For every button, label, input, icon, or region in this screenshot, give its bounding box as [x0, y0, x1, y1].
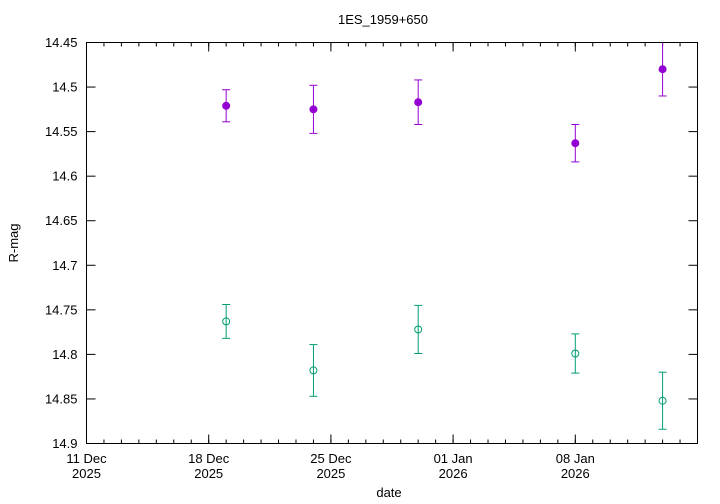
data-point: [222, 317, 231, 326]
data-point: [309, 366, 318, 375]
y-tick-label: 14.6: [52, 169, 77, 184]
data-point: [309, 105, 318, 114]
y-tick-label: 14.65: [45, 213, 78, 228]
x-tick-label-year: 2025: [194, 466, 223, 481]
x-tick-label: 01 Jan: [434, 451, 473, 466]
plot-frame: [86, 42, 698, 444]
y-tick-label: 14.9: [52, 436, 77, 451]
data-point: [658, 396, 667, 405]
y-tick-label: 14.55: [45, 124, 78, 139]
axis-ticks: 14.45 14.5 14.55 14.6 14.65 14.7 14.75 14.8 14.8…: [45, 35, 698, 481]
y-tick-label: 14.45: [45, 35, 78, 50]
x-tick-label: 25 Dec: [310, 451, 352, 466]
y-axis-label: R-mag: [6, 223, 21, 262]
chart-title: 1ES_1959+650: [338, 12, 428, 27]
y-tick-label: 14.85: [45, 391, 78, 406]
x-tick-label-year: 2026: [439, 466, 468, 481]
x-axis-label: date: [376, 485, 401, 500]
data-marks: [222, 42, 667, 430]
x-tick-label-year: 2025: [316, 466, 345, 481]
series-2: [222, 303, 667, 430]
series-1: [222, 42, 667, 163]
y-tick-label: 14.8: [52, 347, 77, 362]
data-point: [658, 65, 667, 74]
y-tick-label: 14.5: [52, 80, 77, 95]
x-tick-label: 11 Dec: [66, 451, 107, 466]
data-point: [571, 139, 580, 148]
y-tick-label: 14.7: [52, 258, 77, 273]
x-tick-label: 08 Jan: [556, 451, 595, 466]
data-point: [571, 349, 580, 358]
x-tick-label-year: 2025: [72, 466, 101, 481]
data-point: [414, 325, 423, 334]
x-tick-label-year: 2026: [561, 466, 590, 481]
data-point: [414, 98, 423, 107]
x-tick-label: 18 Dec: [188, 451, 230, 466]
y-tick-label: 14.75: [45, 302, 78, 317]
data-point: [222, 101, 231, 110]
